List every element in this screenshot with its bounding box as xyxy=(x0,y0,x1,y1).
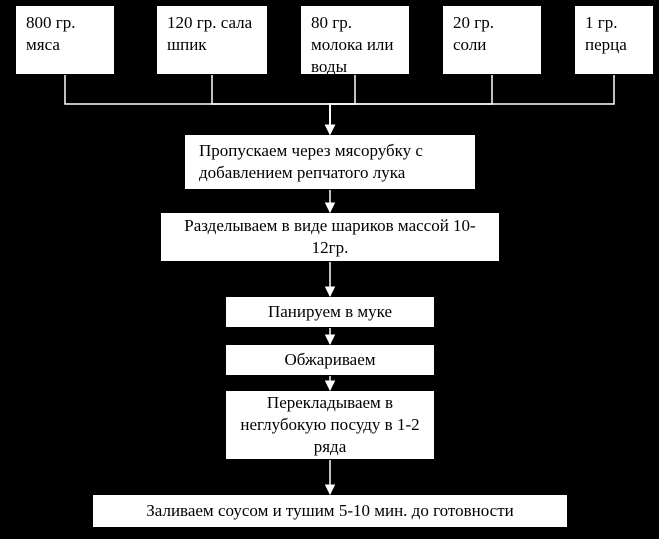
ingredient-fat: 120 гр. сала шпик xyxy=(156,5,268,75)
ingredient-pepper: 1 гр. перца xyxy=(574,5,654,75)
step-fry: Обжариваем xyxy=(225,344,435,376)
edge-pepper-grind xyxy=(330,75,614,134)
edge-fat-grind xyxy=(212,75,330,134)
ingredient-milk: 80 гр. молока или воды xyxy=(300,5,410,75)
step-balls: Разделываем в виде шариков массой 10-12г… xyxy=(160,212,500,262)
edge-meat-grind xyxy=(65,75,330,134)
step-flour: Панируем в муке xyxy=(225,296,435,328)
ingredient-meat: 800 гр. мяса xyxy=(15,5,115,75)
edge-salt-grind xyxy=(330,75,492,134)
step-sauce: Заливаем соусом и тушим 5-10 мин. до гот… xyxy=(92,494,568,528)
step-dish: Перекладываем в неглубокую посуду в 1-2 … xyxy=(225,390,435,460)
ingredient-salt: 20 гр. соли xyxy=(442,5,542,75)
step-grind: Пропускаем через мясорубку с добавлением… xyxy=(184,134,476,190)
edge-milk-grind xyxy=(330,75,355,134)
